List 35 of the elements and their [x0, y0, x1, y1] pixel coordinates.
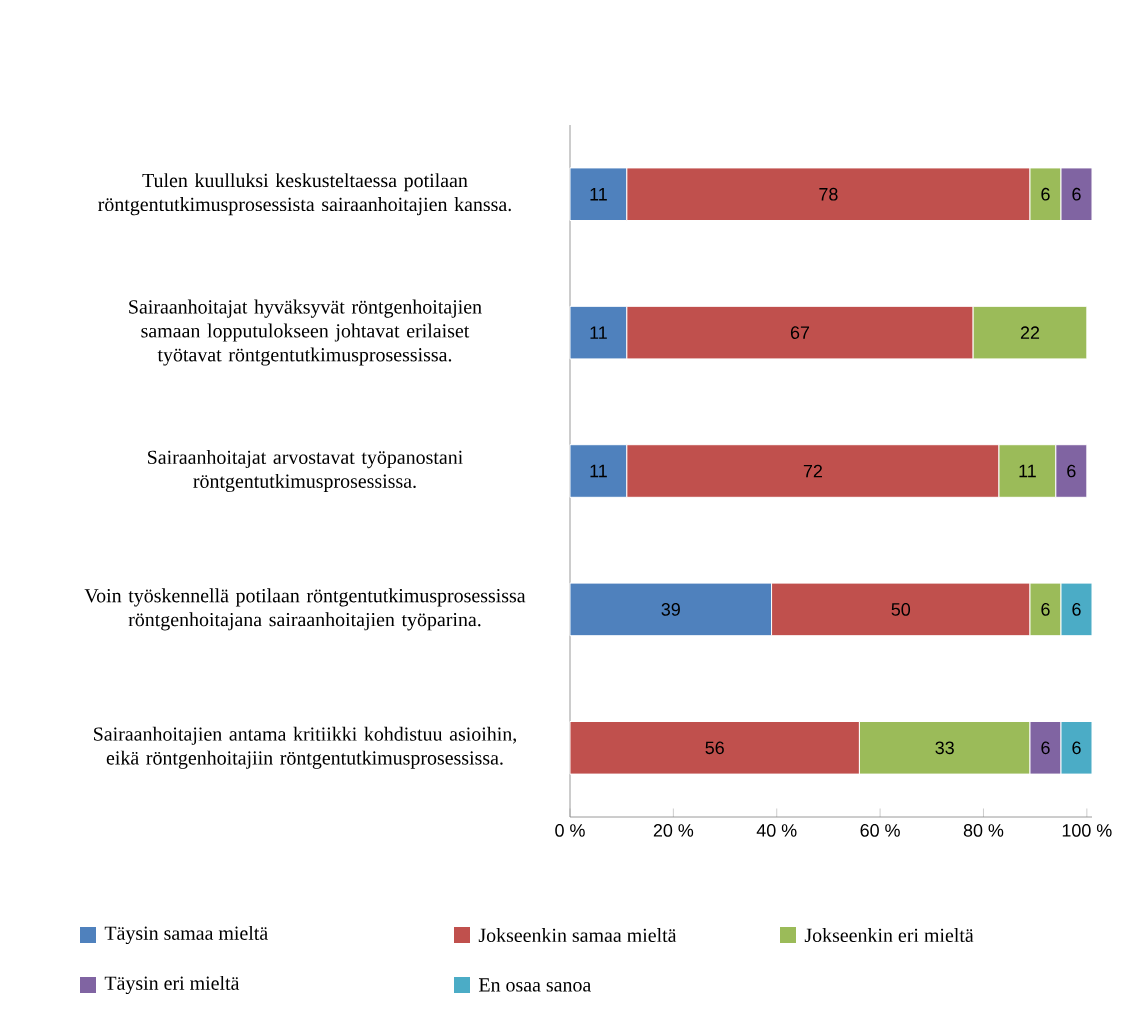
data-label: 11	[590, 326, 607, 339]
x-tick-label: 60 %	[860, 824, 900, 837]
x-tick-label: 0 %	[555, 824, 585, 837]
legend-label: Jokseenkin eri mieltä	[804, 927, 974, 942]
y-tick-label: Voin työskennellä potilaan röntgentutkimusprosessissa röntgenhoitajana sairaanhoitajien työparina.	[84, 588, 526, 631]
legend-label: Täysin eri mieltä	[104, 975, 240, 995]
data-label: 78	[819, 187, 838, 201]
legend-label: Jokseenkin samaa mieltä	[478, 927, 677, 942]
data-label: 33	[935, 741, 954, 755]
data-label: 6	[1072, 603, 1081, 616]
data-label: 6	[1041, 187, 1050, 201]
y-tick-label: Sairaanhoitajat hyväksyvät röntgenhoitajien samaan lopputulokseen johtavat erilaiset työtavat röntgentutkimusprosessissa.	[129, 299, 482, 366]
y-tick-label: Sairaanhoitajat arvostavat työpanostani röntgentutkimusprosessissa.	[148, 449, 463, 493]
data-label: 72	[803, 464, 822, 478]
data-label: 11	[590, 464, 607, 478]
data-label: 6	[1067, 464, 1076, 478]
data-label: 6	[1041, 603, 1050, 616]
y-tick-label: Sairaanhoitajien antama kritiikki kohdistuu asioihin, eikä röntgenhoitajiin röntgentutkimusprosessissa.	[94, 726, 516, 769]
data-label: 50	[891, 603, 911, 616]
y-tick-label: Tulen kuulluksi keskusteltaessa potilaan röntgentutkimusprosessista sairaanhoitajien kanssa.	[98, 173, 511, 216]
data-label: 11	[1019, 464, 1036, 478]
x-tick-label: 80 %	[963, 824, 1004, 837]
data-label: 56	[705, 741, 724, 755]
data-label: 6	[1072, 741, 1081, 755]
x-tick-label: 100 %	[1062, 824, 1112, 837]
data-label: 6	[1072, 187, 1081, 201]
data-label: 22	[1020, 326, 1040, 339]
x-tick-label: 20 %	[653, 824, 694, 837]
data-label: 6	[1041, 741, 1050, 755]
legend-label: En osaa sanoa	[478, 978, 591, 992]
x-tick-label: 40 %	[756, 824, 797, 837]
legend-label: Täysin samaa mieltä	[104, 925, 268, 945]
data-label: 67	[790, 326, 810, 339]
data-label: 11	[590, 188, 607, 201]
data-label: 39	[661, 603, 680, 616]
